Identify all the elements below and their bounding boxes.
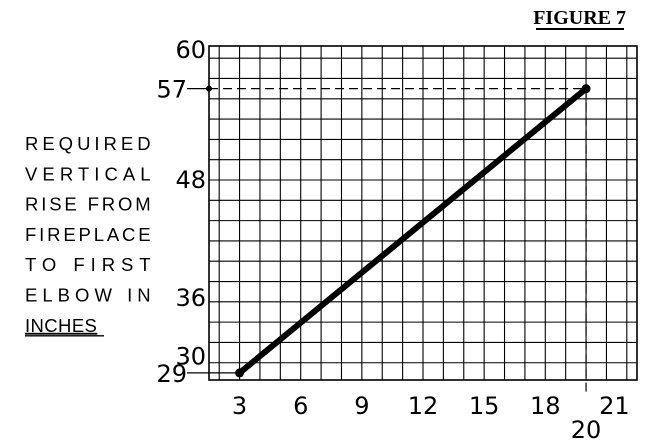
series-line xyxy=(236,85,590,376)
x-tick-label: 18 xyxy=(530,392,561,420)
figure-label: FIGURE 7 xyxy=(533,7,626,29)
data-point-marker xyxy=(581,84,591,94)
x-tick-label: 15 xyxy=(469,392,500,420)
x-marker-label: 20 xyxy=(571,416,602,444)
y-axis-title-line: TO FIRST xyxy=(25,254,151,275)
x-tick-label: 21 xyxy=(599,392,630,420)
y-tick-label: 36 xyxy=(175,284,206,312)
x-tick-label: 6 xyxy=(293,392,308,420)
grid xyxy=(208,45,638,381)
x-tick-label: 9 xyxy=(354,392,369,420)
plot-frame xyxy=(208,45,638,381)
y-axis-title-line: RISE FROM xyxy=(25,194,151,215)
y-axis-title-line: INCHES xyxy=(25,315,97,336)
y-axis-title-line: ELBOW IN xyxy=(25,285,151,306)
reference-dot xyxy=(206,85,212,92)
y-tick-label: 30 xyxy=(175,343,206,371)
y-tick-labels: 30 36 48 60 29 57 xyxy=(156,36,240,388)
y-axis-title-line: FIREPLACE xyxy=(25,224,151,245)
y-tick-label: 60 xyxy=(175,36,206,64)
x-tick-label: 12 xyxy=(408,392,439,420)
series-layer xyxy=(206,84,591,378)
y-tick-label: 48 xyxy=(175,166,206,194)
y-marker-label: 57 xyxy=(156,76,187,104)
y-axis-title-line: VERTICAL xyxy=(25,163,151,184)
y-axis-title-line: REQUIRED xyxy=(25,133,151,154)
reference-lines xyxy=(209,88,587,394)
y-marker-label: 29 xyxy=(156,360,187,388)
x-tick-label: 3 xyxy=(232,392,247,420)
y-axis-title: REQUIRED VERTICAL RISE FROM FIREPLACE TO FIR… xyxy=(25,133,151,337)
